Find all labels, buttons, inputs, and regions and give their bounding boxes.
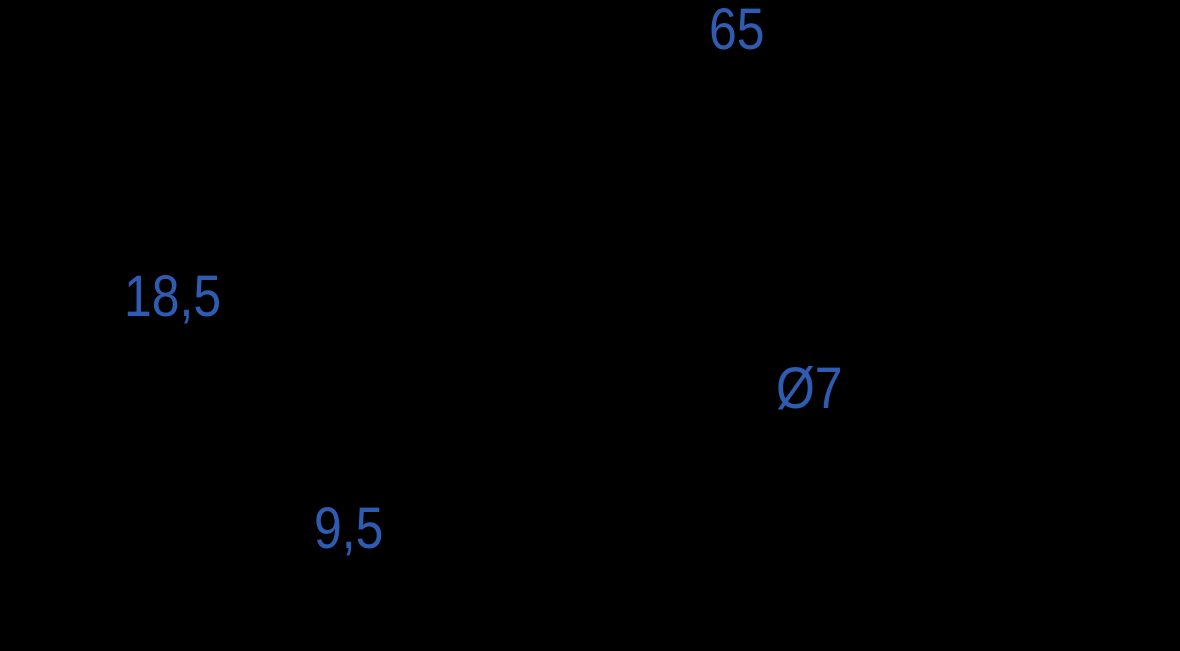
dimension-label-9-5[interactable]: 9,5 — [314, 496, 384, 561]
dimension-label-18-5[interactable]: 18,5 — [124, 264, 222, 329]
dimension-label-diameter-7[interactable]: Ø7 — [776, 356, 843, 421]
dimension-label-65[interactable]: 65 — [709, 0, 765, 62]
